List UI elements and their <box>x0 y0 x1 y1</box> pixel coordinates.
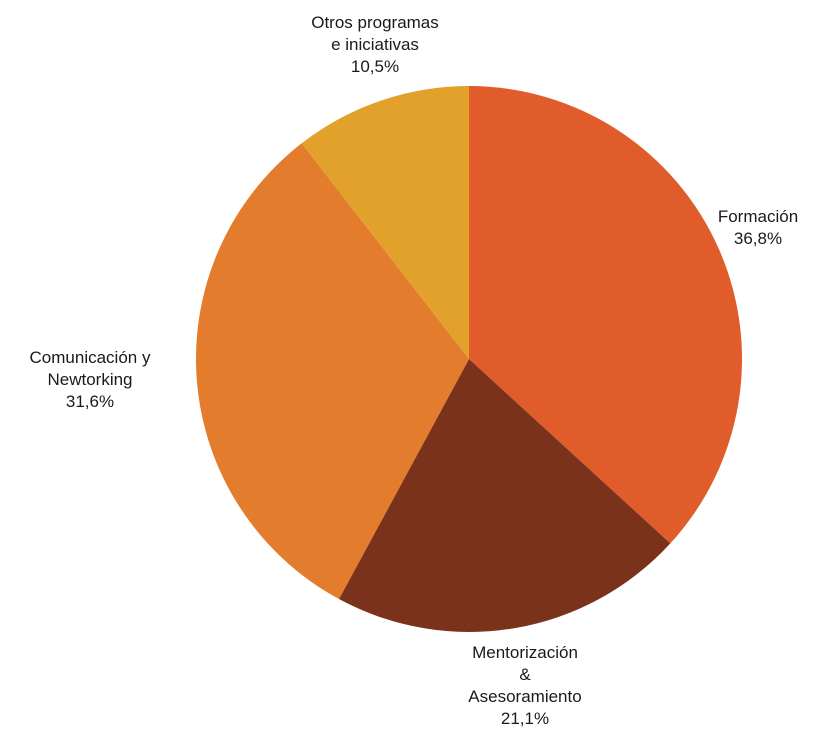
slice-label-3: Comunicación y Newtorking 31,6% <box>30 348 151 411</box>
pie-slices <box>196 86 743 632</box>
slice-value-label: 10,5% <box>351 57 399 76</box>
pie-slice-2 <box>338 359 671 632</box>
pie-slice-1 <box>469 86 743 544</box>
slice-name-label: Otros programas <box>311 13 439 32</box>
pie-slice-3 <box>196 143 469 600</box>
slice-value-label: 36,8% <box>734 229 782 248</box>
pie-slice-4 <box>301 86 469 359</box>
slice-name-label: Asesoramiento <box>468 687 581 706</box>
slice-name-label: Formación <box>718 207 798 226</box>
slice-name-label: Newtorking <box>47 370 132 389</box>
slice-label-2: Mentorización & Asesoramiento 21,1% <box>468 643 581 728</box>
pie-labels: Formación 36,8% Mentorización & Asesoramient… <box>30 13 799 728</box>
slice-name-label: Comunicación y <box>30 348 151 367</box>
slice-value-label: 21,1% <box>501 709 549 728</box>
slice-label-1: Formación 36,8% <box>718 207 798 248</box>
slice-name-label: Mentorización <box>472 643 578 662</box>
slice-label-4: Otros programas e iniciativas 10,5% <box>311 13 439 76</box>
slice-name-label: & <box>519 665 531 684</box>
slice-value-label: 31,6% <box>66 392 114 411</box>
slice-name-label: e iniciativas <box>331 35 419 54</box>
